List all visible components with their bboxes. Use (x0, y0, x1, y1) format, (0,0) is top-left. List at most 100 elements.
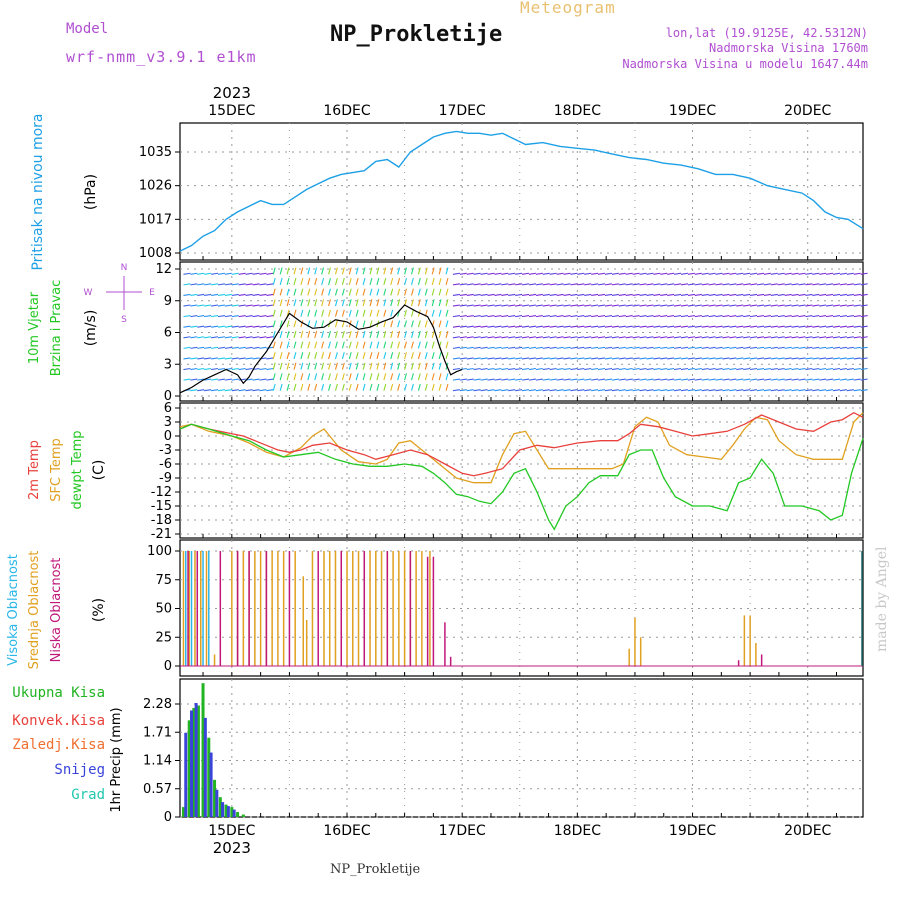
wind-barb (266, 389, 274, 392)
wind-barb (362, 320, 366, 328)
wind-barb (508, 272, 516, 275)
wind-barb (424, 267, 428, 275)
wind-barb (777, 378, 785, 381)
wind-barb (314, 309, 318, 317)
wind-barb (362, 362, 366, 370)
wind-barb (334, 277, 338, 286)
wind-barb (494, 272, 502, 275)
wind-barb (300, 383, 304, 391)
wind-barb (293, 288, 297, 296)
wind-barb (563, 389, 571, 392)
wind-barb (183, 346, 191, 349)
wind-barb (321, 330, 325, 338)
wind-barb (770, 336, 778, 339)
wind-barb (279, 309, 283, 317)
wind-barb (266, 367, 274, 371)
wind-barb (259, 367, 267, 371)
wind-barb (646, 346, 654, 349)
wind-barb (307, 373, 311, 381)
wind-barb (286, 267, 290, 275)
wind-barb (763, 293, 771, 297)
wind-barb (508, 346, 516, 349)
wind-barb (556, 304, 564, 307)
wind-barb (591, 378, 599, 381)
wind-barb (515, 315, 523, 318)
wind-barb (687, 325, 695, 328)
wind-barb (542, 389, 550, 392)
wind-barb (410, 288, 414, 296)
wind-barb (639, 293, 647, 297)
wind-barb (334, 330, 338, 338)
wind-barb (231, 346, 239, 349)
wind-barb (805, 378, 813, 381)
wind-barb (832, 304, 841, 307)
wind-barb (417, 330, 421, 338)
wind-barb (763, 367, 771, 371)
wind-barb (355, 362, 359, 370)
wind-barb (383, 330, 387, 338)
wind-barb (417, 383, 421, 391)
wind-barb (604, 304, 613, 307)
wind-barb (286, 330, 290, 338)
wind-barb (252, 293, 260, 297)
bottom-date-label: 16DEC (323, 823, 370, 839)
wind-barb (736, 283, 744, 286)
wind-barb (224, 315, 232, 318)
snow-bar (209, 752, 213, 817)
dewpoint-line (179, 423, 864, 531)
wind-barb (224, 389, 232, 392)
wind-barb (598, 283, 606, 286)
wind-barb (611, 293, 619, 297)
wind-barb (259, 304, 267, 307)
wind-barb (701, 367, 709, 371)
wind-barb (266, 304, 274, 307)
wind-barb (639, 367, 647, 371)
wind-barb (328, 383, 331, 391)
wind-barb (805, 346, 813, 349)
wind-barb (355, 288, 359, 296)
wind-barb (245, 389, 253, 392)
wind-barb (549, 378, 557, 381)
wind-barb (217, 346, 226, 349)
wind-barb (729, 272, 737, 275)
wind-barb (480, 378, 488, 381)
wind-barb (238, 283, 246, 286)
wind-barb (832, 283, 841, 286)
wind-barb (376, 341, 380, 349)
wind-barb (197, 304, 205, 307)
wind-barb (604, 357, 613, 360)
cloud-unit-label: (%) (91, 598, 107, 622)
wind-barb (487, 367, 495, 371)
wind-barb (217, 283, 226, 286)
wind-barb (591, 346, 599, 349)
wind-barb (563, 304, 571, 307)
wind-barb (715, 293, 723, 297)
wind-barb (791, 272, 799, 275)
wind-barb (687, 304, 695, 307)
wind-barb (763, 389, 771, 392)
wind-barb (466, 357, 474, 360)
wind-barb (321, 373, 325, 381)
wind-barb (653, 304, 661, 307)
compass-west-label: W (84, 288, 93, 298)
wind-barb (321, 352, 325, 360)
wind-barb (376, 330, 380, 338)
wind-barb (473, 304, 481, 307)
wind-barb (410, 362, 414, 370)
wind-barb (625, 283, 633, 286)
wind-barb (431, 277, 435, 286)
wind-barb (584, 378, 592, 381)
wind-barb (245, 367, 253, 371)
wind-barb (577, 315, 585, 318)
wind-barb (508, 389, 516, 392)
wind-barb (410, 330, 414, 338)
wind-barb (535, 367, 543, 371)
wind-barb (756, 315, 765, 318)
wind-barb (791, 346, 799, 349)
wind-barb (535, 293, 543, 297)
wind-barb (272, 277, 276, 286)
wind-barb (563, 272, 571, 275)
wind-barb (238, 304, 246, 307)
wind-barb (307, 299, 311, 307)
wind-barb (369, 288, 373, 296)
